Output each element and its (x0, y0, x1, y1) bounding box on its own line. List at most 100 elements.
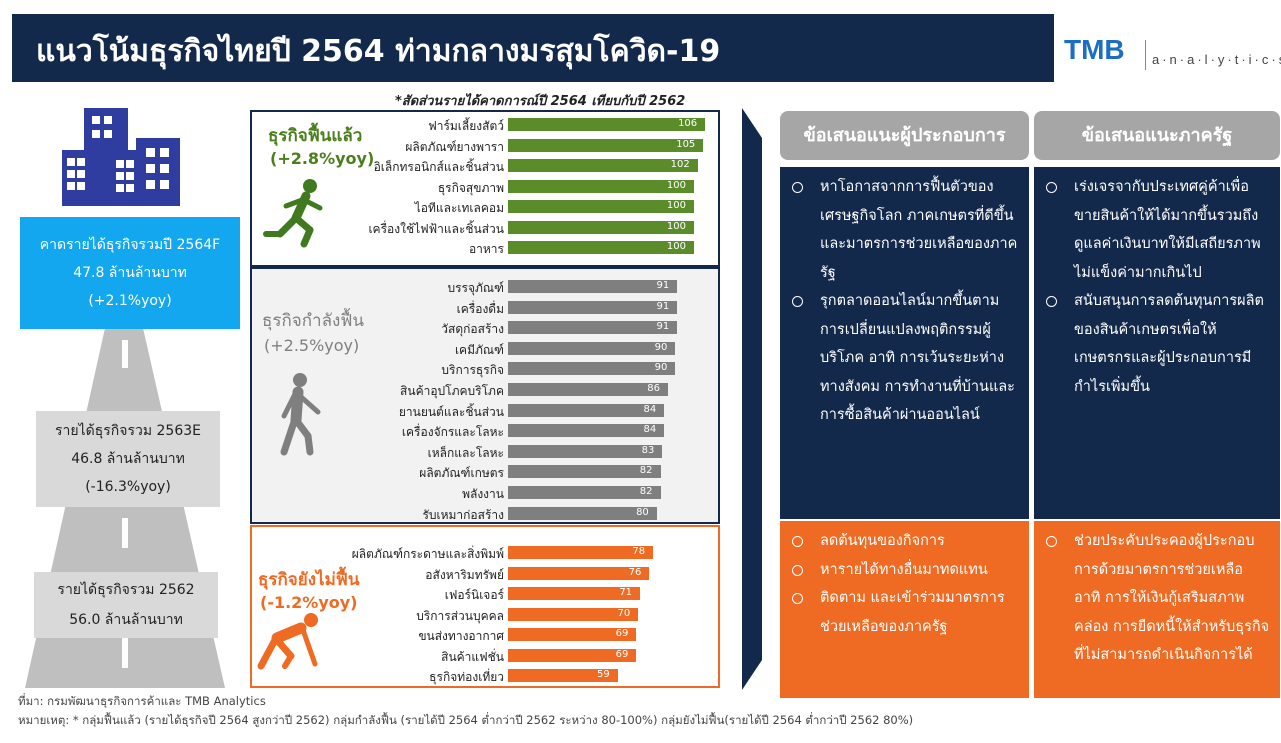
bar-value-label: 100 (666, 200, 686, 211)
bar-value-label: 84 (643, 403, 657, 415)
category-label: ยานยนต์และชิ้นส่วน (398, 404, 504, 419)
category-label: อสังหาริมทรัพย์ (425, 567, 504, 582)
group-recovered-name: ธุรกิจฟื้นแล้ว (268, 126, 363, 146)
bar-value-label: 71 (619, 587, 633, 598)
bar (508, 200, 694, 213)
government-not-recovered-recommendations: ช่วยประคับประคองผู้ประกอบการด้วยมาตรการช… (1034, 521, 1280, 698)
bar-value-label: 82 (639, 465, 653, 477)
brand-logo-sub: a·n·a·l·y·t·i·c·s (1152, 52, 1281, 67)
category-label: อิเล็กทรอนิกส์และชิ้นส่วน (373, 160, 504, 174)
bar-value-label: 59 (597, 669, 610, 680)
bar (508, 241, 694, 254)
bar (508, 220, 694, 234)
list-item: หารายได้ทางอื่นมาทดแทน (790, 556, 1019, 585)
category-label: เครื่องดื่ม (456, 301, 504, 316)
category-label: รับเหมาก่อสร้าง (422, 507, 504, 522)
list-item: ช่วยประคับประคองผู้ประกอบการด้วยมาตรการช… (1044, 527, 1270, 670)
category-label: ขนส่งทางอากาศ (418, 629, 504, 643)
category-label: เครื่องใช้ไฟฟ้าและชิ้นส่วน (368, 221, 504, 236)
bar-value-label: 91 (656, 321, 670, 333)
business-recovered-recommendations: หาโอกาสจากการฟื้นตัวของเศรษฐกิจโลก ภาคเก… (780, 167, 1029, 519)
revenue-2563-label: รายได้ธุรกิจรวม 2563E (55, 423, 201, 439)
category-label: สินค้าแฟชั่น (441, 649, 504, 664)
bar (508, 362, 676, 376)
bar-value-label: 84 (643, 424, 657, 436)
category-label: ผลิตภัณฑ์กระดาษและสิ่งพิมพ์ (351, 547, 504, 561)
government-recommendation-header: ข้อเสนอแนะภาครัฐ (1034, 111, 1280, 160)
bar-value-label: 102 (670, 159, 690, 170)
category-label: สินค้าอุปโภคบริโภค (400, 384, 504, 398)
bar-value-label: 90 (654, 341, 668, 353)
bar-value-label: 86 (647, 383, 660, 394)
bar-value-label: 69 (615, 648, 629, 660)
category-label: บริการส่วนบุคคล (416, 608, 504, 623)
category-label: บริการธุรกิจ (441, 363, 504, 378)
group-recovering-growth: (+2.5%yoy) (264, 336, 360, 355)
bar-value-label: 90 (654, 362, 668, 374)
revenue-2562-box: รายได้ธุรกิจรวม 2562 56.0 ล้านล้านบาท (34, 572, 218, 638)
bar (508, 566, 650, 580)
list-item: หาโอกาสจากการฟื้นตัวของเศรษฐกิจโลก ภาคเก… (790, 173, 1019, 287)
business-recommendation-header: ข้อเสนอแนะผู้ประกอบการ (780, 111, 1029, 160)
bar (508, 300, 678, 314)
revenue-2563-value: 46.8 ล้านล้านบาท (71, 451, 185, 467)
list-item: ติดตาม และเข้าร่วมมาตรการช่วยเหลือของภาค… (790, 584, 1019, 641)
list-item: รุกตลาดออนไลน์มากขึ้นตามการเปลี่ยนแปลงพฤ… (790, 287, 1019, 430)
revenue-2564-label: คาดรายได้ธุรกิจรวมปี 2564F (39, 237, 221, 253)
revenue-2562-label: รายได้ธุรกิจรวม 2562 (57, 582, 195, 598)
list-item: เร่งเจรจากับประเทศคู่ค้าเพื่อขายสินค้าให… (1044, 173, 1270, 287)
bar (508, 179, 694, 193)
bar (508, 607, 639, 621)
bar (508, 444, 663, 458)
category-label: เหล็กและโลหะ (427, 445, 504, 460)
category-label: พลังงาน (462, 487, 504, 501)
logo-divider (1145, 40, 1146, 70)
category-label: เคมีภัณฑ์ (454, 342, 504, 357)
category-label: ฟาร์มเลี้ยงสัตว์ (428, 119, 504, 133)
category-label: บรรจุภัณฑ์ (447, 281, 504, 295)
running-person-icon (263, 179, 323, 248)
bar (508, 669, 618, 682)
bar-value-label: 80 (636, 506, 649, 518)
bar-value-label: 82 (639, 486, 653, 497)
bar-value-label: 100 (666, 179, 686, 191)
revenue-2562-value: 56.0 ล้านล้านบาท (69, 612, 183, 628)
category-label: ผลิตภัณฑ์เกษตร (419, 466, 504, 481)
category-label: ธุรกิจท่องเที่ยว (429, 670, 504, 684)
revenue-2564-value: 47.8 ล้านล้านบาท (73, 265, 187, 281)
category-label: วัสดุก่อสร้าง (441, 322, 504, 337)
crawling-person-icon (257, 613, 318, 670)
brand-logo: TMB (1064, 34, 1125, 65)
category-label: เครื่องจักรและโลหะ (401, 425, 504, 440)
bar (508, 486, 661, 499)
group-recovering-name: ธุรกิจกำลังฟื้น (262, 311, 364, 331)
bar-value-label: 100 (666, 220, 686, 232)
buildings-icon (62, 108, 180, 206)
bar-value-label: 76 (628, 566, 642, 578)
walking-person-icon (280, 373, 321, 456)
bar (508, 465, 661, 479)
group-not-recovered-name: ธุรกิจยังไม่ฟื้น (258, 570, 360, 590)
bar (508, 159, 698, 172)
bar (508, 424, 665, 438)
business-not-recovered-recommendations: ลดต้นทุนของกิจการ หารายได้ทางอื่นมาทดแทน… (780, 521, 1029, 698)
page-title: แนวโน้มธุรกิจไทยปี 2564 ท่ามกลางมรสุมโคว… (36, 34, 721, 69)
revenue-2563-box: รายได้ธุรกิจรวม 2563E 46.8 ล้านล้านบาท (… (36, 411, 220, 507)
revenue-2563-growth: (-16.3%yoy) (85, 479, 171, 495)
bar-value-label: 83 (641, 444, 655, 456)
bar (508, 138, 704, 152)
bar (508, 628, 637, 641)
bar (508, 383, 668, 396)
revenue-2564-growth: (+2.1%yoy) (88, 293, 172, 309)
bar (508, 341, 676, 355)
category-label: เฟอร์นิเจอร์ (444, 588, 504, 602)
bar-value-label: 106 (678, 118, 698, 129)
bar (508, 587, 641, 600)
category-label: ผลิตภัณฑ์ยางพารา (405, 139, 504, 154)
category-label: ธุรกิจสุขภาพ (437, 180, 504, 195)
bar-value-label: 70 (617, 607, 631, 619)
bar (508, 280, 678, 293)
bar (508, 118, 706, 131)
bar-value-label: 78 (632, 546, 646, 557)
remark-note: หมายเหตุ: * กลุ่มฟื้นแล้ว (รายได้ธุรกิจป… (18, 713, 914, 727)
